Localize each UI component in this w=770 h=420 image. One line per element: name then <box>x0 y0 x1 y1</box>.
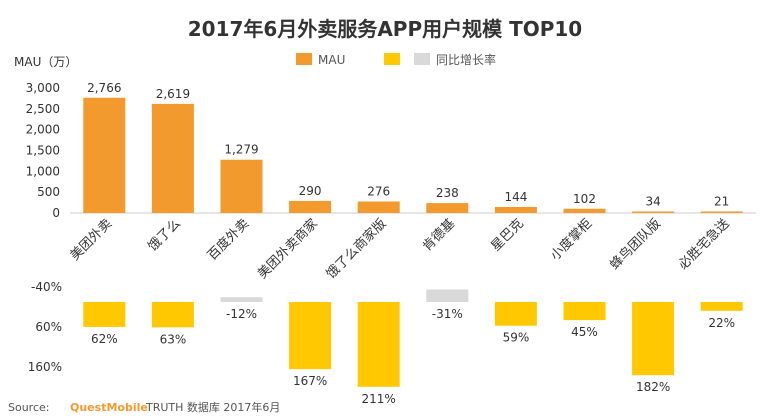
y-axis-label: MAU（万） <box>14 55 77 69</box>
y-tick-label: 1,000 <box>26 164 60 178</box>
growth-bar <box>289 302 332 370</box>
growth-bar <box>563 302 606 321</box>
growth-value-label: 211% <box>362 392 396 406</box>
growth-value-label: 59% <box>503 331 530 345</box>
growth-bar <box>632 302 675 376</box>
source-suffix: TRUTH 数据库 2017年6月 <box>145 400 280 414</box>
mau-bar <box>700 211 743 213</box>
legend-label-0: MAU <box>318 53 345 67</box>
y-tick-label: 1,500 <box>26 144 60 158</box>
source-brand: QuestMobile <box>70 401 148 414</box>
growth-bar <box>151 302 194 328</box>
growth-value-label: -12% <box>226 307 257 321</box>
category-label: 饿了么商家版 <box>323 216 389 282</box>
mau-value-label: 21 <box>714 195 729 209</box>
mau-bar <box>632 211 675 213</box>
category-label: 必胜宅急送 <box>676 216 733 273</box>
mau-value-label: 276 <box>367 185 390 199</box>
growth-value-label: 22% <box>708 316 735 330</box>
growth-bar <box>83 302 126 327</box>
mau-value-label: 238 <box>436 186 459 200</box>
mau-bars: 2,766 2,619 1,279 290 276 238 144 102 34 21 <box>83 81 743 213</box>
mau-bar <box>563 208 606 213</box>
mau-value-label: 2,619 <box>156 87 190 101</box>
growth-bar <box>220 297 263 302</box>
growth-value-label: -31% <box>432 307 463 321</box>
growth-value-label: 62% <box>91 332 118 346</box>
legend-swatch-1 <box>384 53 400 65</box>
growth-bar <box>426 289 469 302</box>
growth-value-label: 167% <box>293 374 327 388</box>
category-label: 饿了么 <box>146 216 184 254</box>
y-tick-label: 3,000 <box>26 81 60 95</box>
y-tick-label: 500 <box>37 185 60 199</box>
growth-tick-label: -40% <box>31 280 62 294</box>
category-label: 美团外卖商家 <box>254 216 320 282</box>
legend-label-2: 同比增长率 <box>436 52 496 67</box>
mau-bar <box>151 103 194 213</box>
growth-bars: 62% 63% -12% 167% 211% -31% 59% 45% 182% 22% <box>83 289 743 406</box>
y-tick-label: 2,000 <box>26 123 60 137</box>
mau-value-label: 1,279 <box>224 143 258 157</box>
mau-bar <box>220 159 263 213</box>
mau-value-label: 34 <box>645 195 660 209</box>
growth-bar <box>357 302 400 387</box>
category-labels: 美团外卖 饿了么 百度外卖 美团外卖商家 饿了么商家版 肯德基 星巴克 小度掌柜 蜂鸟团队版 必胜… <box>68 216 733 282</box>
growth-bar <box>494 302 537 326</box>
y-tick-label: 2,500 <box>26 102 60 116</box>
mau-bar <box>83 97 126 213</box>
legend-swatch-2 <box>414 53 430 65</box>
legend: MAU 同比增长率 <box>296 52 496 67</box>
mau-value-label: 102 <box>573 192 596 206</box>
category-label: 百度外卖 <box>204 216 252 264</box>
mau-bar <box>289 200 332 213</box>
category-label: 美团外卖 <box>68 216 115 263</box>
category-label: 星巴克 <box>489 216 527 254</box>
growth-tick-label: 60% <box>35 320 62 334</box>
growth-value-label: 45% <box>571 325 598 339</box>
mau-bar <box>426 203 469 213</box>
mau-value-label: 290 <box>299 184 322 198</box>
growth-value-label: 182% <box>636 380 670 394</box>
growth-value-label: 63% <box>160 332 187 346</box>
mau-bar <box>357 201 400 213</box>
growth-tick-label: 160% <box>28 360 62 374</box>
growth-axis-ticks: -40% 60% 160% <box>28 280 62 374</box>
category-label: 蜂鸟团队版 <box>607 216 664 273</box>
mau-bar <box>494 207 537 213</box>
category-label: 肯德基 <box>420 216 458 254</box>
growth-bar <box>700 302 743 311</box>
legend-swatch-0 <box>296 53 312 65</box>
chart-title: 2017年6月外卖服务APP用户规模 TOP10 <box>188 17 582 41</box>
category-label: 小度掌柜 <box>547 216 595 264</box>
mau-value-label: 144 <box>504 190 527 204</box>
y-tick-label: 0 <box>52 206 60 220</box>
source-prefix: Source: <box>8 401 50 414</box>
mau-value-label: 2,766 <box>87 81 121 95</box>
